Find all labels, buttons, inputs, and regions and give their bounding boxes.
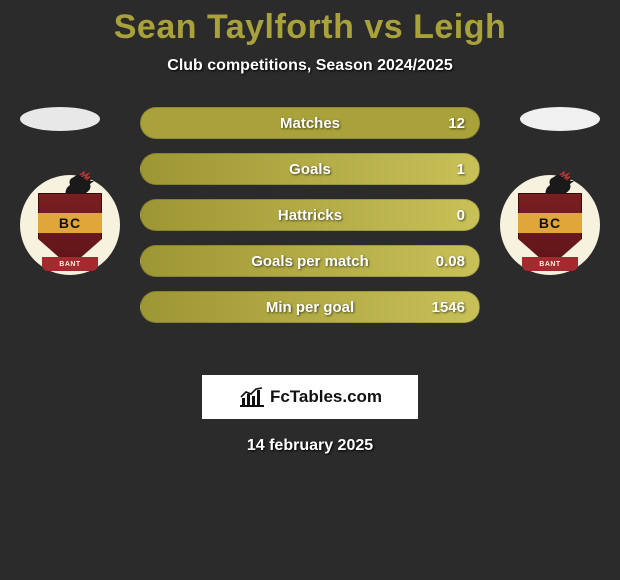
subtitle: Club competitions, Season 2024/2025	[0, 57, 620, 75]
stat-bars: Matches 12 Goals 1 Hattricks 0 Goals per match…	[140, 107, 480, 337]
stat-value: 1546	[432, 299, 465, 316]
player-left-photo	[20, 107, 100, 131]
stat-label: Goals	[289, 161, 331, 178]
stat-bar: Min per goal 1546	[140, 291, 480, 323]
stat-value: 12	[448, 115, 465, 132]
bar-chart-icon	[238, 386, 266, 408]
branding-text: FcTables.com	[270, 387, 382, 407]
badge-band-text: BC	[518, 213, 582, 233]
date-text: 14 february 2025	[0, 437, 620, 455]
stat-value: 0	[457, 207, 465, 224]
club-badge-left: BC BANT	[20, 165, 120, 275]
stat-label: Goals per match	[251, 253, 369, 270]
badge-band-text: BC	[38, 213, 102, 233]
stat-bar: Hattricks 0	[140, 199, 480, 231]
badge-ribbon-text: BANT	[42, 257, 98, 271]
stat-value: 0.08	[436, 253, 465, 270]
comparison-panel: BC BANT BC BANT Matches 12 Goals 1 Hattricks…	[0, 107, 620, 357]
branding-box: FcTables.com	[202, 375, 418, 419]
page-title: Sean Taylforth vs Leigh	[0, 0, 620, 47]
badge-ribbon-text: BANT	[522, 257, 578, 271]
stat-bar: Goals per match 0.08	[140, 245, 480, 277]
stat-label: Matches	[280, 115, 340, 132]
player-right-photo	[520, 107, 600, 131]
stat-bar: Matches 12	[140, 107, 480, 139]
stat-value: 1	[457, 161, 465, 178]
club-badge-right: BC BANT	[500, 165, 600, 275]
stat-bar: Goals 1	[140, 153, 480, 185]
stat-label: Min per goal	[266, 299, 354, 316]
stat-label: Hattricks	[278, 207, 342, 224]
